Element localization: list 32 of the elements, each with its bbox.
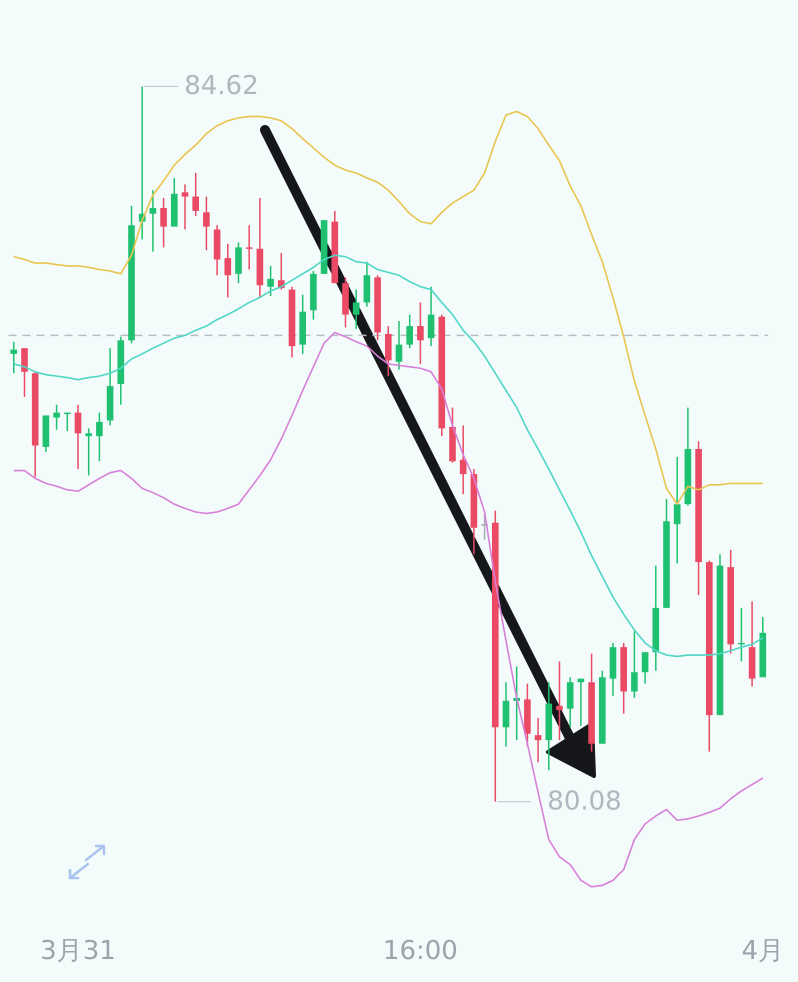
candlestick [64, 412, 71, 432]
candlestick [182, 184, 188, 230]
candlestick [396, 320, 402, 370]
candlestick [267, 265, 274, 297]
candlestick [642, 651, 648, 684]
candlestick [224, 243, 232, 298]
candlestick [631, 630, 638, 699]
candlestick [534, 717, 542, 764]
candlestick [160, 197, 167, 248]
candlestick [203, 196, 210, 251]
candlestick [674, 456, 681, 564]
x-tick-label: 16:00 [382, 936, 458, 966]
candlestick [192, 172, 200, 217]
candlestick [96, 412, 103, 462]
candlestick [352, 288, 360, 330]
candlestick [246, 224, 253, 270]
annotation: 80.08 [547, 786, 622, 816]
candlestick [738, 607, 745, 662]
candlestick [10, 341, 18, 374]
candlestick [74, 404, 82, 470]
candlestick [417, 302, 424, 365]
candlestick [460, 424, 467, 495]
candlestick [406, 314, 414, 349]
candlestick [578, 678, 584, 727]
x-tick-label: 3月31 [40, 936, 116, 966]
annotation: 84.62 [184, 71, 259, 102]
candlestick [428, 286, 434, 347]
candlestick [53, 404, 60, 430]
x-tick-label: 4月 [742, 936, 784, 966]
candlestick [21, 347, 28, 398]
candlestick [556, 660, 563, 741]
candlestick [150, 189, 156, 252]
